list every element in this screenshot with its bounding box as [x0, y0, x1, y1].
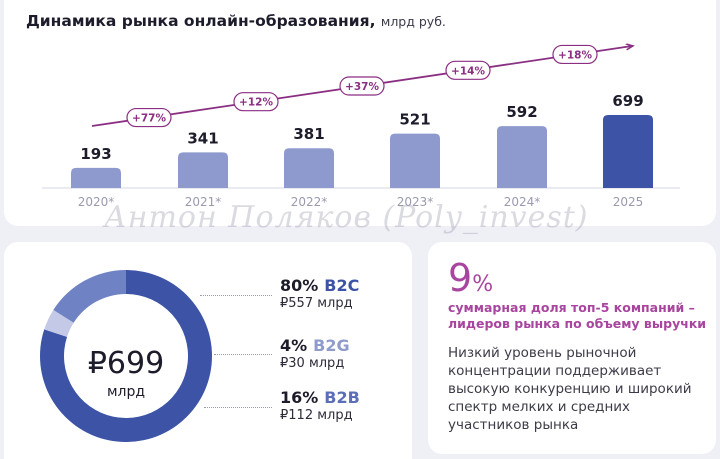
concentration-description: Низкий уровень рыночной концентрации под…	[448, 345, 692, 433]
bar-value-label: 592	[506, 103, 537, 121]
segment-b2b: 16% B2B ₽112 млрд	[280, 388, 360, 423]
bar-value-label: 341	[187, 129, 218, 147]
segment-b2g-amount: ₽30 млрд	[280, 356, 345, 371]
growth-badge-label: +18%	[558, 49, 592, 61]
market-dynamics-card: Динамика рынка онлайн-образования, млрд …	[4, 0, 716, 235]
growth-badge-label: +37%	[345, 81, 379, 93]
bar-2024	[497, 126, 547, 188]
chart-title-text: Динамика рынка онлайн-образования,	[26, 12, 376, 30]
x-tick-label: 2024*	[504, 195, 541, 209]
x-tick-label: 2021*	[185, 195, 222, 209]
donut-slice-b2g	[44, 309, 74, 337]
segment-b2c: 80% B2C ₽557 млрд	[280, 276, 359, 311]
bar-2025	[603, 115, 653, 188]
concentration-card: 9% суммарная доля топ-5 компаний – лидер…	[428, 242, 716, 454]
segment-share-card: ₽699 млрд 80% B2C ₽557 млрд 4% B2G ₽30 млр…	[4, 242, 412, 459]
growth-badge-label: +14%	[451, 65, 485, 77]
x-tick-label: 2022*	[291, 195, 328, 209]
segment-b2b-amount: ₽112 млрд	[280, 408, 353, 423]
leader-b2c	[200, 295, 272, 296]
donut-chart: ₽699 млрд	[38, 268, 214, 444]
bar-value-label: 381	[293, 125, 324, 143]
segment-b2g-pct: 4%	[280, 336, 308, 355]
leader-b2b	[204, 407, 272, 408]
top5-share-number: 9	[448, 256, 473, 300]
donut-center-value: ₽699	[87, 346, 165, 381]
top5-share-sign: %	[472, 272, 494, 297]
top5-share-value: 9%	[448, 256, 493, 300]
bar-2020	[71, 167, 121, 188]
growth-badge: +18%	[552, 44, 598, 65]
segment-b2c-name: B2C	[324, 276, 360, 295]
bar-chart: 193 2020* 341 2021* 381 2022* 521 2023* 592 2024*…	[42, 0, 680, 209]
bar-2021	[178, 152, 228, 188]
segment-b2b-name: B2B	[324, 388, 360, 407]
bar-2023	[390, 133, 440, 188]
growth-badge-label: +77%	[132, 113, 166, 125]
leader-b2g	[214, 354, 272, 355]
segment-b2c-amount: ₽557 млрд	[280, 296, 353, 311]
growth-badge: +37%	[339, 76, 385, 96]
segment-b2g: 4% B2G ₽30 млрд	[280, 336, 350, 371]
x-tick-label: 2025	[613, 195, 644, 209]
growth-badge: +77%	[126, 107, 172, 128]
segment-b2b-pct: 16%	[280, 388, 319, 407]
bar-value-label: 193	[80, 145, 111, 163]
segment-b2g-name: B2G	[313, 336, 350, 355]
chart-title: Динамика рынка онлайн-образования, млрд …	[26, 12, 446, 30]
segment-b2c-pct: 80%	[280, 276, 319, 295]
top5-share-caption: суммарная доля топ-5 компаний – лидеров …	[448, 300, 707, 331]
donut-center-unit: млрд	[106, 384, 146, 400]
bar-value-label: 699	[612, 92, 643, 110]
donut-svg	[39, 270, 212, 442]
growth-badge-label: +12%	[239, 97, 273, 109]
chart-title-unit: млрд руб.	[380, 14, 446, 29]
donut-slice-b2b	[53, 270, 126, 323]
x-tick-label: 2023*	[397, 195, 434, 209]
bar-2022	[284, 148, 334, 188]
growth-badge: +14%	[445, 60, 491, 80]
growth-badge: +12%	[233, 92, 279, 112]
x-tick-label: 2020*	[78, 195, 115, 209]
bar-value-label: 521	[399, 111, 430, 129]
